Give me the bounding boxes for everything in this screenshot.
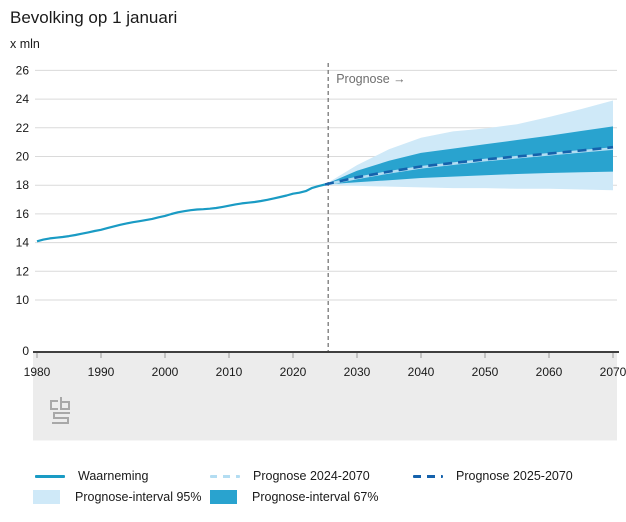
x-tick-label-2030: 2030: [344, 365, 371, 379]
prognose-annotation: Prognose →: [336, 72, 405, 86]
x-tick-label-2050: 2050: [472, 365, 499, 379]
chart-area: Prognose → 1980 1990 2000 2010 2020 2030 2040 20…: [16, 63, 626, 441]
legend-label: Waarneming: [78, 469, 149, 483]
x-tick-label-2000: 2000: [152, 365, 179, 379]
page-title: Bevolking op 1 januari: [10, 8, 178, 27]
legend-label: Prognose-interval 95%: [75, 490, 202, 504]
x-tick-label-1990: 1990: [88, 365, 115, 379]
legend-label: Prognose 2024-2070: [253, 469, 370, 483]
y-tick-label-0: 0: [22, 344, 29, 358]
y-axis-unit-label: x mln: [10, 37, 40, 51]
interval-67-swatch: [210, 490, 237, 504]
legend-item-interval-95[interactable]: Prognose-interval 95%: [33, 488, 201, 506]
cbs-logo: [50, 397, 70, 424]
x-tick-label-2060: 2060: [536, 365, 563, 379]
y-tick-label-26: 26: [16, 63, 30, 77]
x-tick-label-2010: 2010: [216, 365, 243, 379]
chart-svg: Prognose →1980 1990 2000 2010 2020 2030 2040 20…: [16, 63, 626, 441]
x-tick-label-2040: 2040: [408, 365, 435, 379]
y-tick-label-20: 20: [16, 150, 30, 164]
prognose-2024-dashed-swatch: [210, 474, 240, 478]
waarneming-line-swatch: [35, 474, 65, 478]
prognose-2025-line: [324, 145, 614, 186]
x-tick-label-2020: 2020: [280, 365, 307, 379]
legend-item-prognose-2025-2070[interactable]: Prognose 2025-2070: [413, 467, 573, 485]
y-tick-label-16: 16: [16, 207, 30, 221]
x-tick-label-2070: 2070: [600, 365, 626, 379]
y-tick-label-14: 14: [16, 236, 30, 250]
waarneming-line: [36, 183, 326, 243]
legend-item-prognose-2024-2070[interactable]: Prognose 2024-2070: [210, 467, 370, 485]
legend-item-waarneming[interactable]: Waarneming: [35, 467, 148, 485]
y-tick-label-18: 18: [16, 178, 30, 192]
legend-item-interval-67[interactable]: Prognose-interval 67%: [210, 488, 378, 506]
legend-label: Prognose-interval 67%: [252, 490, 379, 504]
x-axis-band: [33, 352, 617, 441]
interval-95-swatch: [33, 490, 60, 504]
prognose-2025-dashed-swatch: [413, 474, 443, 478]
y-tick-label-24: 24: [16, 92, 30, 106]
x-tick-label-1980: 1980: [24, 365, 51, 379]
y-tick-label-22: 22: [16, 121, 30, 135]
y-tick-label-10: 10: [16, 293, 30, 307]
y-tick-label-12: 12: [16, 264, 30, 278]
legend-label: Prognose 2025-2070: [456, 469, 573, 483]
